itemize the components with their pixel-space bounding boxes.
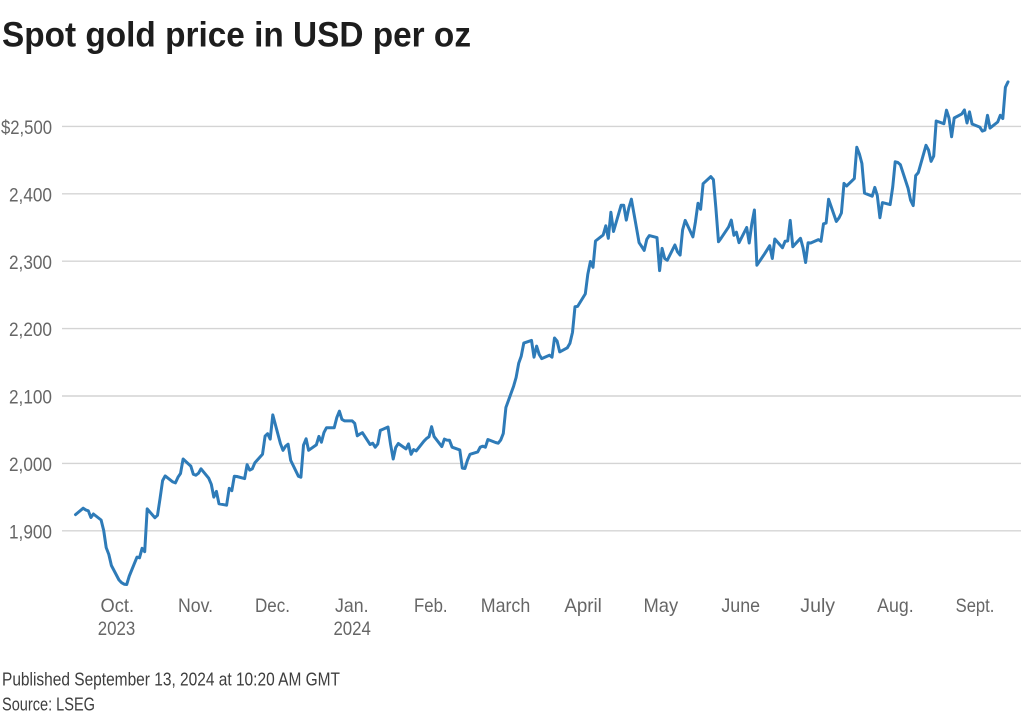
svg-text:Spot gold price in USD per oz: Spot gold price in USD per oz — [2, 15, 471, 54]
svg-text:Aug.: Aug. — [877, 595, 914, 617]
svg-text:Source: LSEG: Source: LSEG — [2, 695, 95, 715]
svg-text:2,200: 2,200 — [9, 319, 52, 341]
svg-text:April: April — [564, 595, 602, 617]
svg-text:2,300: 2,300 — [9, 252, 52, 274]
svg-text:2024: 2024 — [333, 618, 371, 640]
svg-text:2023: 2023 — [98, 618, 136, 640]
svg-text:Oct.: Oct. — [101, 595, 135, 617]
svg-text:Nov.: Nov. — [178, 595, 213, 617]
svg-text:Dec.: Dec. — [255, 595, 290, 617]
svg-text:June: June — [721, 595, 760, 617]
svg-text:1,900: 1,900 — [9, 521, 52, 543]
svg-text:May: May — [643, 595, 678, 617]
svg-text:2,000: 2,000 — [9, 454, 52, 476]
svg-text:2,100: 2,100 — [9, 387, 52, 409]
svg-text:Sept.: Sept. — [956, 595, 995, 617]
svg-text:Feb.: Feb. — [414, 595, 448, 617]
svg-text:Published September 13, 2024 a: Published September 13, 2024 at 10:20 AM… — [2, 670, 340, 690]
svg-text:2,400: 2,400 — [9, 184, 52, 206]
svg-text:$2,500: $2,500 — [1, 117, 52, 139]
svg-text:Jan.: Jan. — [335, 595, 369, 617]
svg-text:March: March — [481, 595, 531, 617]
svg-text:July: July — [800, 595, 835, 617]
